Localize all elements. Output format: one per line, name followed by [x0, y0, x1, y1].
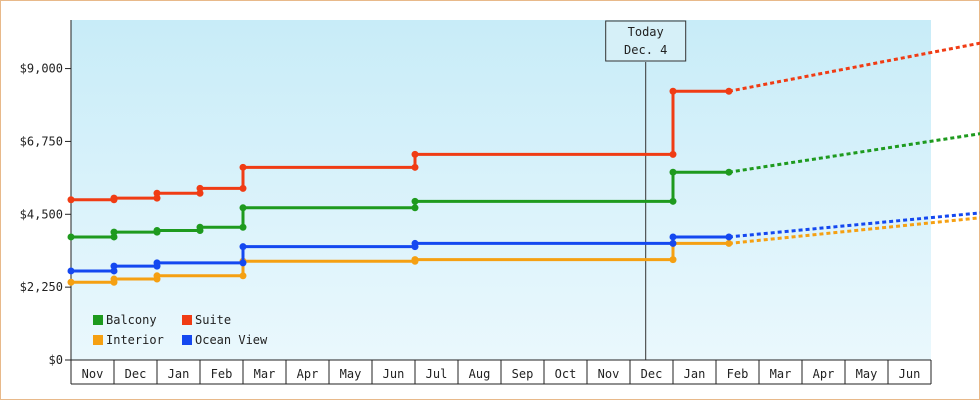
x-tick-label: Dec — [641, 367, 663, 381]
legend-swatch-suite — [182, 315, 192, 325]
series-line-balcony — [71, 170, 729, 239]
series-forecast-suite — [728, 41, 980, 93]
data-point — [67, 267, 75, 275]
data-point — [725, 239, 733, 247]
x-tick-label: Jan — [684, 367, 706, 381]
x-tick-label: Sep — [512, 367, 534, 381]
data-point — [669, 233, 677, 241]
today-label: Today — [628, 25, 664, 39]
data-point — [67, 196, 75, 204]
series-forecast-ocean-view — [728, 211, 980, 239]
series-suite — [67, 41, 980, 204]
x-tick-label: Feb — [727, 367, 749, 381]
data-point — [669, 150, 677, 158]
series-layer — [67, 41, 980, 286]
x-tick-label: Dec — [125, 367, 147, 381]
legend-swatch-interior — [93, 335, 103, 345]
series-line-suite — [71, 89, 729, 202]
y-axis-ticks: $0 $2,250 $4,500 $6,750 $9,000 — [20, 62, 71, 367]
data-point — [110, 275, 118, 283]
legend-swatch-balcony — [93, 315, 103, 325]
data-point — [196, 189, 204, 197]
x-tick-label: Apr — [297, 367, 319, 381]
legend-label-suite: Suite — [195, 313, 231, 327]
x-tick-label: Nov — [598, 367, 620, 381]
data-point — [239, 223, 247, 231]
data-point — [669, 87, 677, 95]
x-tick-label: Apr — [813, 367, 835, 381]
data-point — [669, 239, 677, 247]
data-point — [411, 204, 419, 212]
data-point — [110, 233, 118, 241]
series-balcony — [67, 132, 980, 241]
x-tick-label: Feb — [211, 367, 233, 381]
data-point — [153, 259, 161, 267]
data-point — [153, 194, 161, 202]
data-point — [239, 184, 247, 192]
today-box — [605, 20, 687, 62]
data-point — [110, 267, 118, 275]
legend: Balcony Suite Interior Ocean View — [93, 313, 268, 347]
x-tick-label: Jun — [899, 367, 921, 381]
x-tick-label: May — [856, 367, 878, 381]
plot-area — [71, 20, 931, 360]
data-point — [153, 272, 161, 280]
data-point — [411, 163, 419, 171]
y-tick-label: $0 — [49, 353, 63, 367]
data-point — [239, 259, 247, 267]
x-tick-label: Jun — [383, 367, 405, 381]
data-point — [110, 228, 118, 236]
y-tick-label: $6,750 — [20, 134, 63, 148]
x-tick-label: Jan — [168, 367, 190, 381]
y-tick-label: $9,000 — [20, 62, 63, 76]
data-point — [196, 184, 204, 192]
data-point — [669, 197, 677, 205]
data-point — [153, 189, 161, 197]
data-point — [725, 87, 733, 95]
x-tick-label: Mar — [254, 367, 276, 381]
data-point — [67, 278, 75, 286]
series-interior — [67, 216, 980, 286]
series-ocean-view — [67, 211, 980, 275]
legend-label-interior: Interior — [106, 333, 164, 347]
today-marker: Today Dec. 4 — [605, 20, 687, 360]
data-point — [239, 204, 247, 212]
legend-label-ocean-view: Ocean View — [195, 333, 268, 347]
data-point — [110, 194, 118, 202]
series-forecast-balcony — [728, 132, 980, 174]
y-tick-label: $2,250 — [20, 280, 63, 294]
x-tick-label: Oct — [555, 367, 577, 381]
y-tick-label: $4,500 — [20, 207, 63, 221]
legend-swatch-ocean-view — [182, 335, 192, 345]
data-point — [411, 256, 419, 264]
data-point — [239, 272, 247, 280]
data-point — [411, 197, 419, 205]
data-point — [239, 163, 247, 171]
data-point — [725, 168, 733, 176]
x-tick-label: Nov — [82, 367, 104, 381]
x-tick-label: Jul — [426, 367, 448, 381]
legend-label-balcony: Balcony — [106, 313, 157, 327]
x-tick-label: Aug — [469, 367, 491, 381]
data-point — [239, 243, 247, 251]
data-point — [725, 233, 733, 241]
data-point — [669, 256, 677, 264]
x-tick-label: Mar — [770, 367, 792, 381]
series-forecast-interior — [728, 216, 980, 245]
data-point — [196, 223, 204, 231]
x-axis-ticks: Nov Dec Jan Feb Mar Apr May Jun Jul Aug Sep Oct Nov D… — [70, 360, 932, 384]
today-date: Dec. 4 — [624, 43, 667, 57]
data-point — [67, 233, 75, 241]
data-point — [153, 226, 161, 234]
data-point — [411, 150, 419, 158]
data-point — [110, 262, 118, 270]
x-tick-label: May — [340, 367, 362, 381]
data-point — [669, 168, 677, 176]
data-point — [411, 239, 419, 247]
